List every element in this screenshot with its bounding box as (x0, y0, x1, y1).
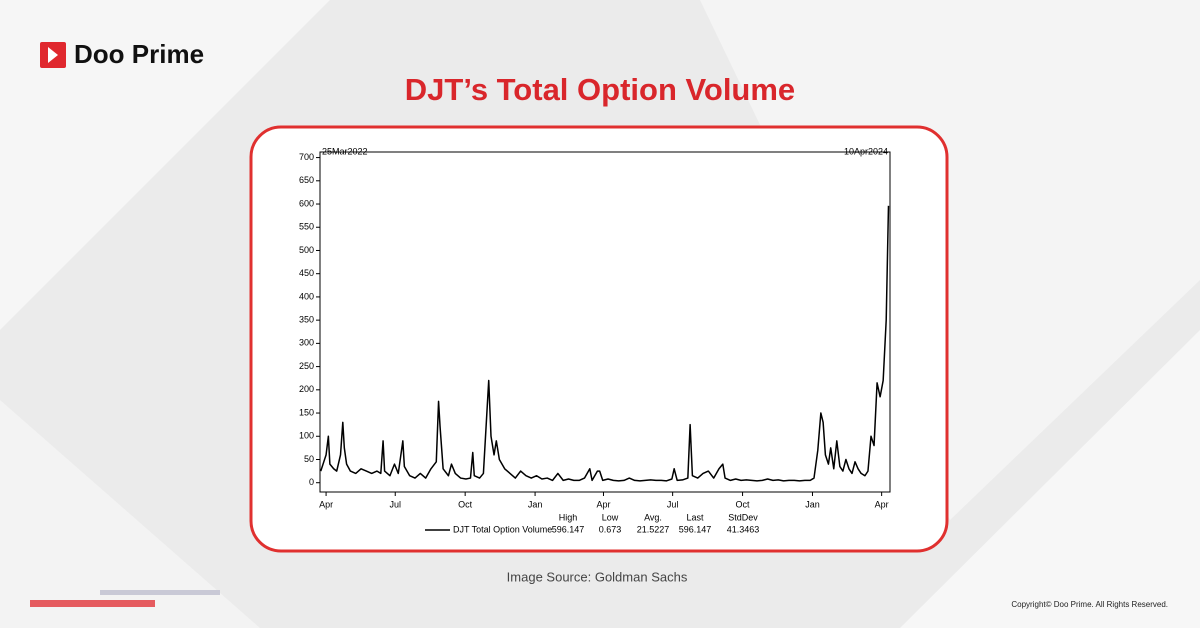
plot-frame (319, 151, 891, 493)
stat-label: High (559, 512, 578, 522)
y-tick-label: 350 (299, 315, 314, 325)
decor-stripes (30, 590, 220, 607)
x-tick-label: Jan (528, 499, 543, 509)
x-tick-label: Oct (458, 499, 473, 509)
x-tick-label: Apr (875, 499, 889, 509)
y-tick-label: 0 (309, 477, 314, 487)
stat-value: 21.5227 (637, 524, 670, 534)
bg-shape (0, 400, 260, 628)
y-tick-label: 550 (299, 222, 314, 232)
x-tick-label: Jan (805, 499, 820, 509)
stat-value: 41.3463 (727, 524, 760, 534)
stat-value: 596.147 (679, 524, 712, 534)
stat-value: 0.673 (599, 524, 622, 534)
stat-label: Last (686, 512, 704, 522)
bg-shape (900, 330, 1200, 628)
stat-label: Avg. (644, 512, 662, 522)
title: DJT’s Total Option Volume (405, 72, 795, 107)
stat-value: 596.147 (552, 524, 585, 534)
line-series (320, 205, 890, 482)
y-tick-label: 100 (299, 431, 314, 441)
x-tick-label: Apr (319, 499, 333, 509)
y-tick-label: 400 (299, 291, 314, 301)
logo: Doo Prime (40, 39, 204, 69)
legend-label: DJT Total Option Volume (453, 524, 552, 534)
end-date: 10Apr2024 (844, 146, 888, 156)
stat-label: Low (602, 512, 619, 522)
brand-name: Doo Prime (74, 39, 204, 69)
y-tick-label: 500 (299, 245, 314, 255)
copyright: Copyright© Doo Prime. All Rights Reserve… (1011, 600, 1168, 609)
y-tick-label: 700 (299, 152, 314, 162)
x-tick-label: Oct (736, 499, 751, 509)
y-tick-label: 650 (299, 175, 314, 185)
y-tick-label: 600 (299, 198, 314, 208)
logo-mark (48, 47, 58, 63)
y-tick-label: 300 (299, 338, 314, 348)
start-date: 25Mar2022 (322, 146, 368, 156)
stripe (30, 600, 155, 607)
x-tick-label: Jul (667, 499, 679, 509)
y-tick-label: 150 (299, 407, 314, 417)
y-tick-label: 200 (299, 384, 314, 394)
source: Image Source: Goldman Sachs (507, 569, 688, 584)
x-tick-label: Apr (596, 499, 610, 509)
stat-label: StdDev (728, 512, 758, 522)
y-tick-label: 250 (299, 361, 314, 371)
x-tick-label: Jul (389, 499, 401, 509)
stripe (100, 590, 220, 595)
y-tick-label: 50 (304, 454, 314, 464)
bg-shape (0, 0, 330, 330)
y-tick-label: 450 (299, 268, 314, 278)
chart-card (249, 125, 949, 553)
